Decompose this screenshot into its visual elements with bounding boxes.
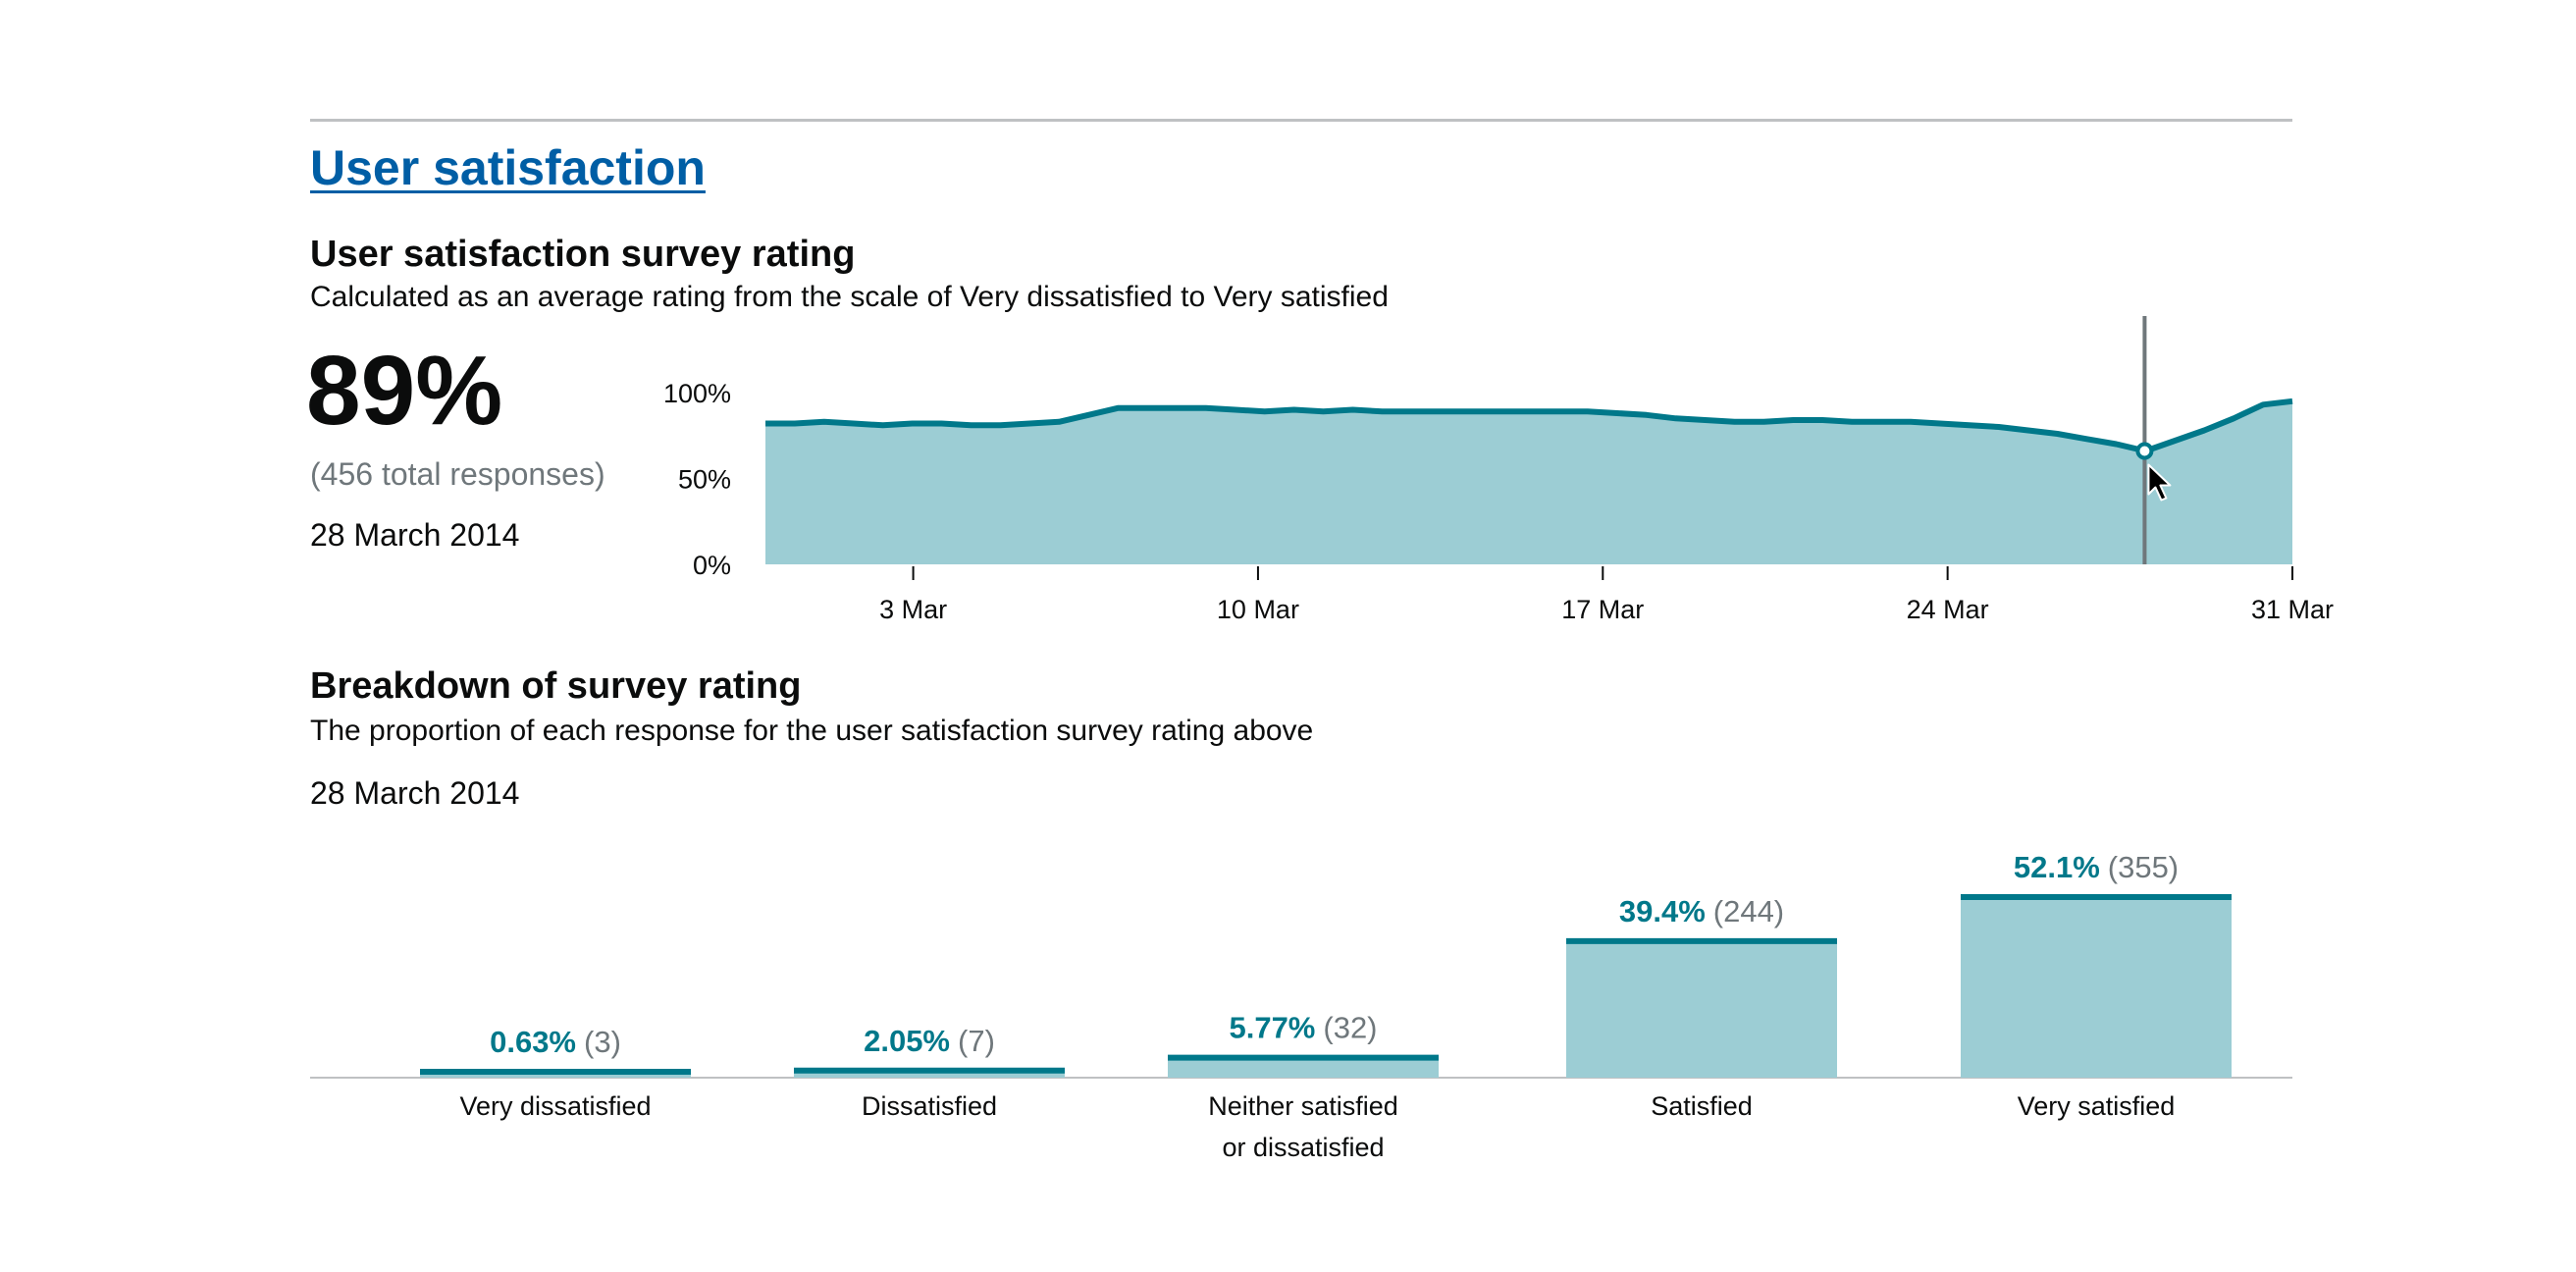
y-tick-label: 50% <box>678 465 731 495</box>
category-label: Neither satisfied <box>1208 1091 1398 1121</box>
breakdown-bar-chart: 0.63% (3) Very dissatisfied 2.05% (7) Dissati… <box>310 850 2292 1162</box>
category-label: or dissatisfied <box>1222 1133 1384 1162</box>
bar-value-label: 52.1% (355) <box>2014 850 2179 884</box>
category-label: Very dissatisfied <box>459 1091 651 1121</box>
category-label: Satisfied <box>1651 1091 1753 1121</box>
bar-count: (244) <box>1713 894 1784 928</box>
bar-percent: 5.77% <box>1229 1011 1315 1045</box>
bar-value-label: 2.05% (7) <box>864 1024 995 1058</box>
rating-line-chart[interactable]: 100% 50% 0% 3 Mar 10 Mar 17 Mar 24 Mar 31 Mar <box>0 304 2576 638</box>
bar-percent: 0.63% <box>490 1025 576 1059</box>
breakdown-description: The proportion of each response for the … <box>310 715 1314 747</box>
bar-percent: 2.05% <box>864 1024 950 1058</box>
section-divider <box>310 119 2292 122</box>
section-title-link[interactable]: User satisfaction <box>310 140 706 195</box>
bar <box>1566 940 1837 1078</box>
bar <box>1961 897 2232 1078</box>
bar-count: (3) <box>584 1025 621 1059</box>
bar-count: (32) <box>1323 1011 1377 1045</box>
breakdown-date: 28 March 2014 <box>310 775 520 811</box>
bar-value-label: 5.77% (32) <box>1229 1011 1377 1045</box>
hover-point <box>2135 442 2154 460</box>
x-tick-label: 31 Mar <box>2251 595 2334 624</box>
bar-percent: 39.4% <box>1619 894 1706 928</box>
x-tick-label: 24 Mar <box>1907 595 1989 624</box>
rating-responses: (456 total responses) <box>310 456 605 492</box>
series-line <box>765 398 2293 454</box>
bar <box>794 1070 1065 1078</box>
bar-percent: 52.1% <box>2014 850 2100 884</box>
bar-value-label: 0.63% (3) <box>490 1025 621 1059</box>
bar-value-label: 39.4% (244) <box>1619 894 1784 928</box>
rating-description: Calculated as an average rating from the… <box>310 281 1389 313</box>
rating-heading: User satisfaction survey rating <box>310 234 856 275</box>
breakdown-heading: Breakdown of survey rating <box>310 665 802 707</box>
y-tick-label: 100% <box>663 379 731 408</box>
x-tick-label: 10 Mar <box>1217 595 1299 624</box>
bar <box>1168 1057 1439 1078</box>
area-fill <box>765 400 2292 564</box>
rating-big-value: 89% <box>306 336 503 446</box>
x-tick-label: 17 Mar <box>1561 595 1644 624</box>
rating-date: 28 March 2014 <box>310 517 520 553</box>
category-label: Dissatisfied <box>862 1091 997 1121</box>
y-tick-label: 0% <box>693 551 731 580</box>
category-label: Very satisfied <box>2018 1091 2176 1121</box>
x-tick-label: 3 Mar <box>879 595 947 624</box>
bar-count: (355) <box>2108 850 2179 884</box>
mouse-cursor-icon <box>2147 463 2172 502</box>
bar-count: (7) <box>958 1024 995 1058</box>
